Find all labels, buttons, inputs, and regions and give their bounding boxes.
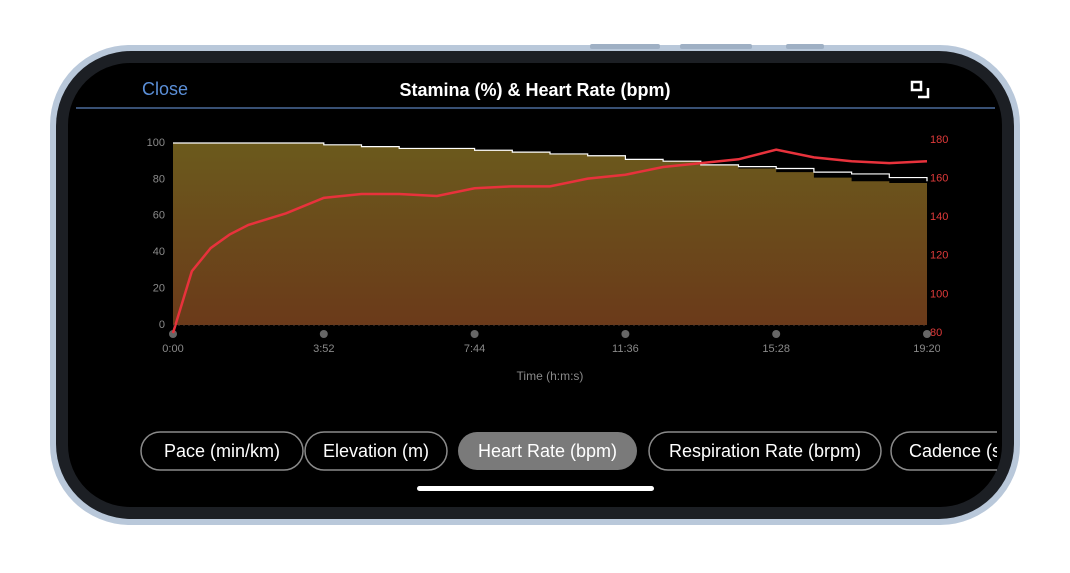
y2-tick-label: 140 (930, 211, 948, 223)
button (590, 44, 660, 49)
heart-rate-line (171, 148, 928, 334)
title: Stamina (%) & Heart Rate (bpm) (399, 80, 670, 100)
close-button[interactable]: Close (142, 79, 188, 99)
y-tick-label: 40 (153, 246, 165, 258)
x-tick-label: 3:52 (313, 343, 334, 355)
y2-tick-label: 100 (930, 288, 948, 300)
expand-icon[interactable] (910, 80, 930, 99)
tab-label: Heart Rate (bpm) (478, 441, 617, 461)
tab[interactable] (890, 431, 1070, 471)
tab-label: Elevation (m) (323, 441, 429, 461)
x-tick-dot (470, 330, 479, 338)
x-axis: 0:00 3:52 7:44 11:36 15:28 19:20 (162, 343, 940, 355)
button (786, 44, 824, 49)
x-tick-label: 7:44 (464, 343, 485, 355)
x-tick-label: 11:36 (612, 343, 639, 355)
tab-label: Cadence (spm) (909, 441, 1032, 461)
y-tick-label: 80 (153, 173, 165, 185)
tab[interactable] (648, 431, 882, 471)
y-tick-label: 20 (153, 283, 165, 295)
y2-tick-label: 160 (930, 173, 948, 185)
tab-bar: Pace (min/km) Elevation (m) Heart Rate (bp… (140, 431, 1070, 471)
x-axis-label: Time (h:m:s) (517, 369, 584, 383)
x-tick-label: 15:28 (762, 343, 790, 355)
stamina-area (173, 143, 927, 325)
x-tick-dot (772, 330, 781, 338)
y2-tick-label: 120 (930, 250, 948, 262)
y-tick-label: 0 (159, 319, 165, 331)
home-indicator (417, 486, 654, 491)
stamina-line (173, 142, 928, 182)
tab[interactable] (304, 431, 448, 471)
x-tick-dot (319, 330, 328, 338)
y-tick-label: 100 (147, 137, 165, 149)
y-tick-label: 60 (153, 210, 165, 222)
x-tick-dot (169, 330, 177, 338)
x-tick-dot (621, 330, 630, 338)
tab-label: Pace (min/km) (164, 441, 280, 461)
tab[interactable] (140, 431, 304, 471)
x-tick-label: 19:20 (913, 343, 941, 355)
chart: 0 20 40 60 80 100 80 100 120 140 160 180 0:00 3:52 7:4… (147, 134, 949, 383)
button (680, 44, 752, 49)
y2-tick-label: 180 (930, 134, 948, 146)
x-tick-label: 0:00 (162, 343, 183, 355)
y2-tick-label: 80 (930, 327, 942, 339)
tab-label: Respiration Rate (brpm) (669, 441, 861, 461)
x-tick-dot (923, 330, 931, 338)
tab[interactable] (458, 432, 637, 470)
